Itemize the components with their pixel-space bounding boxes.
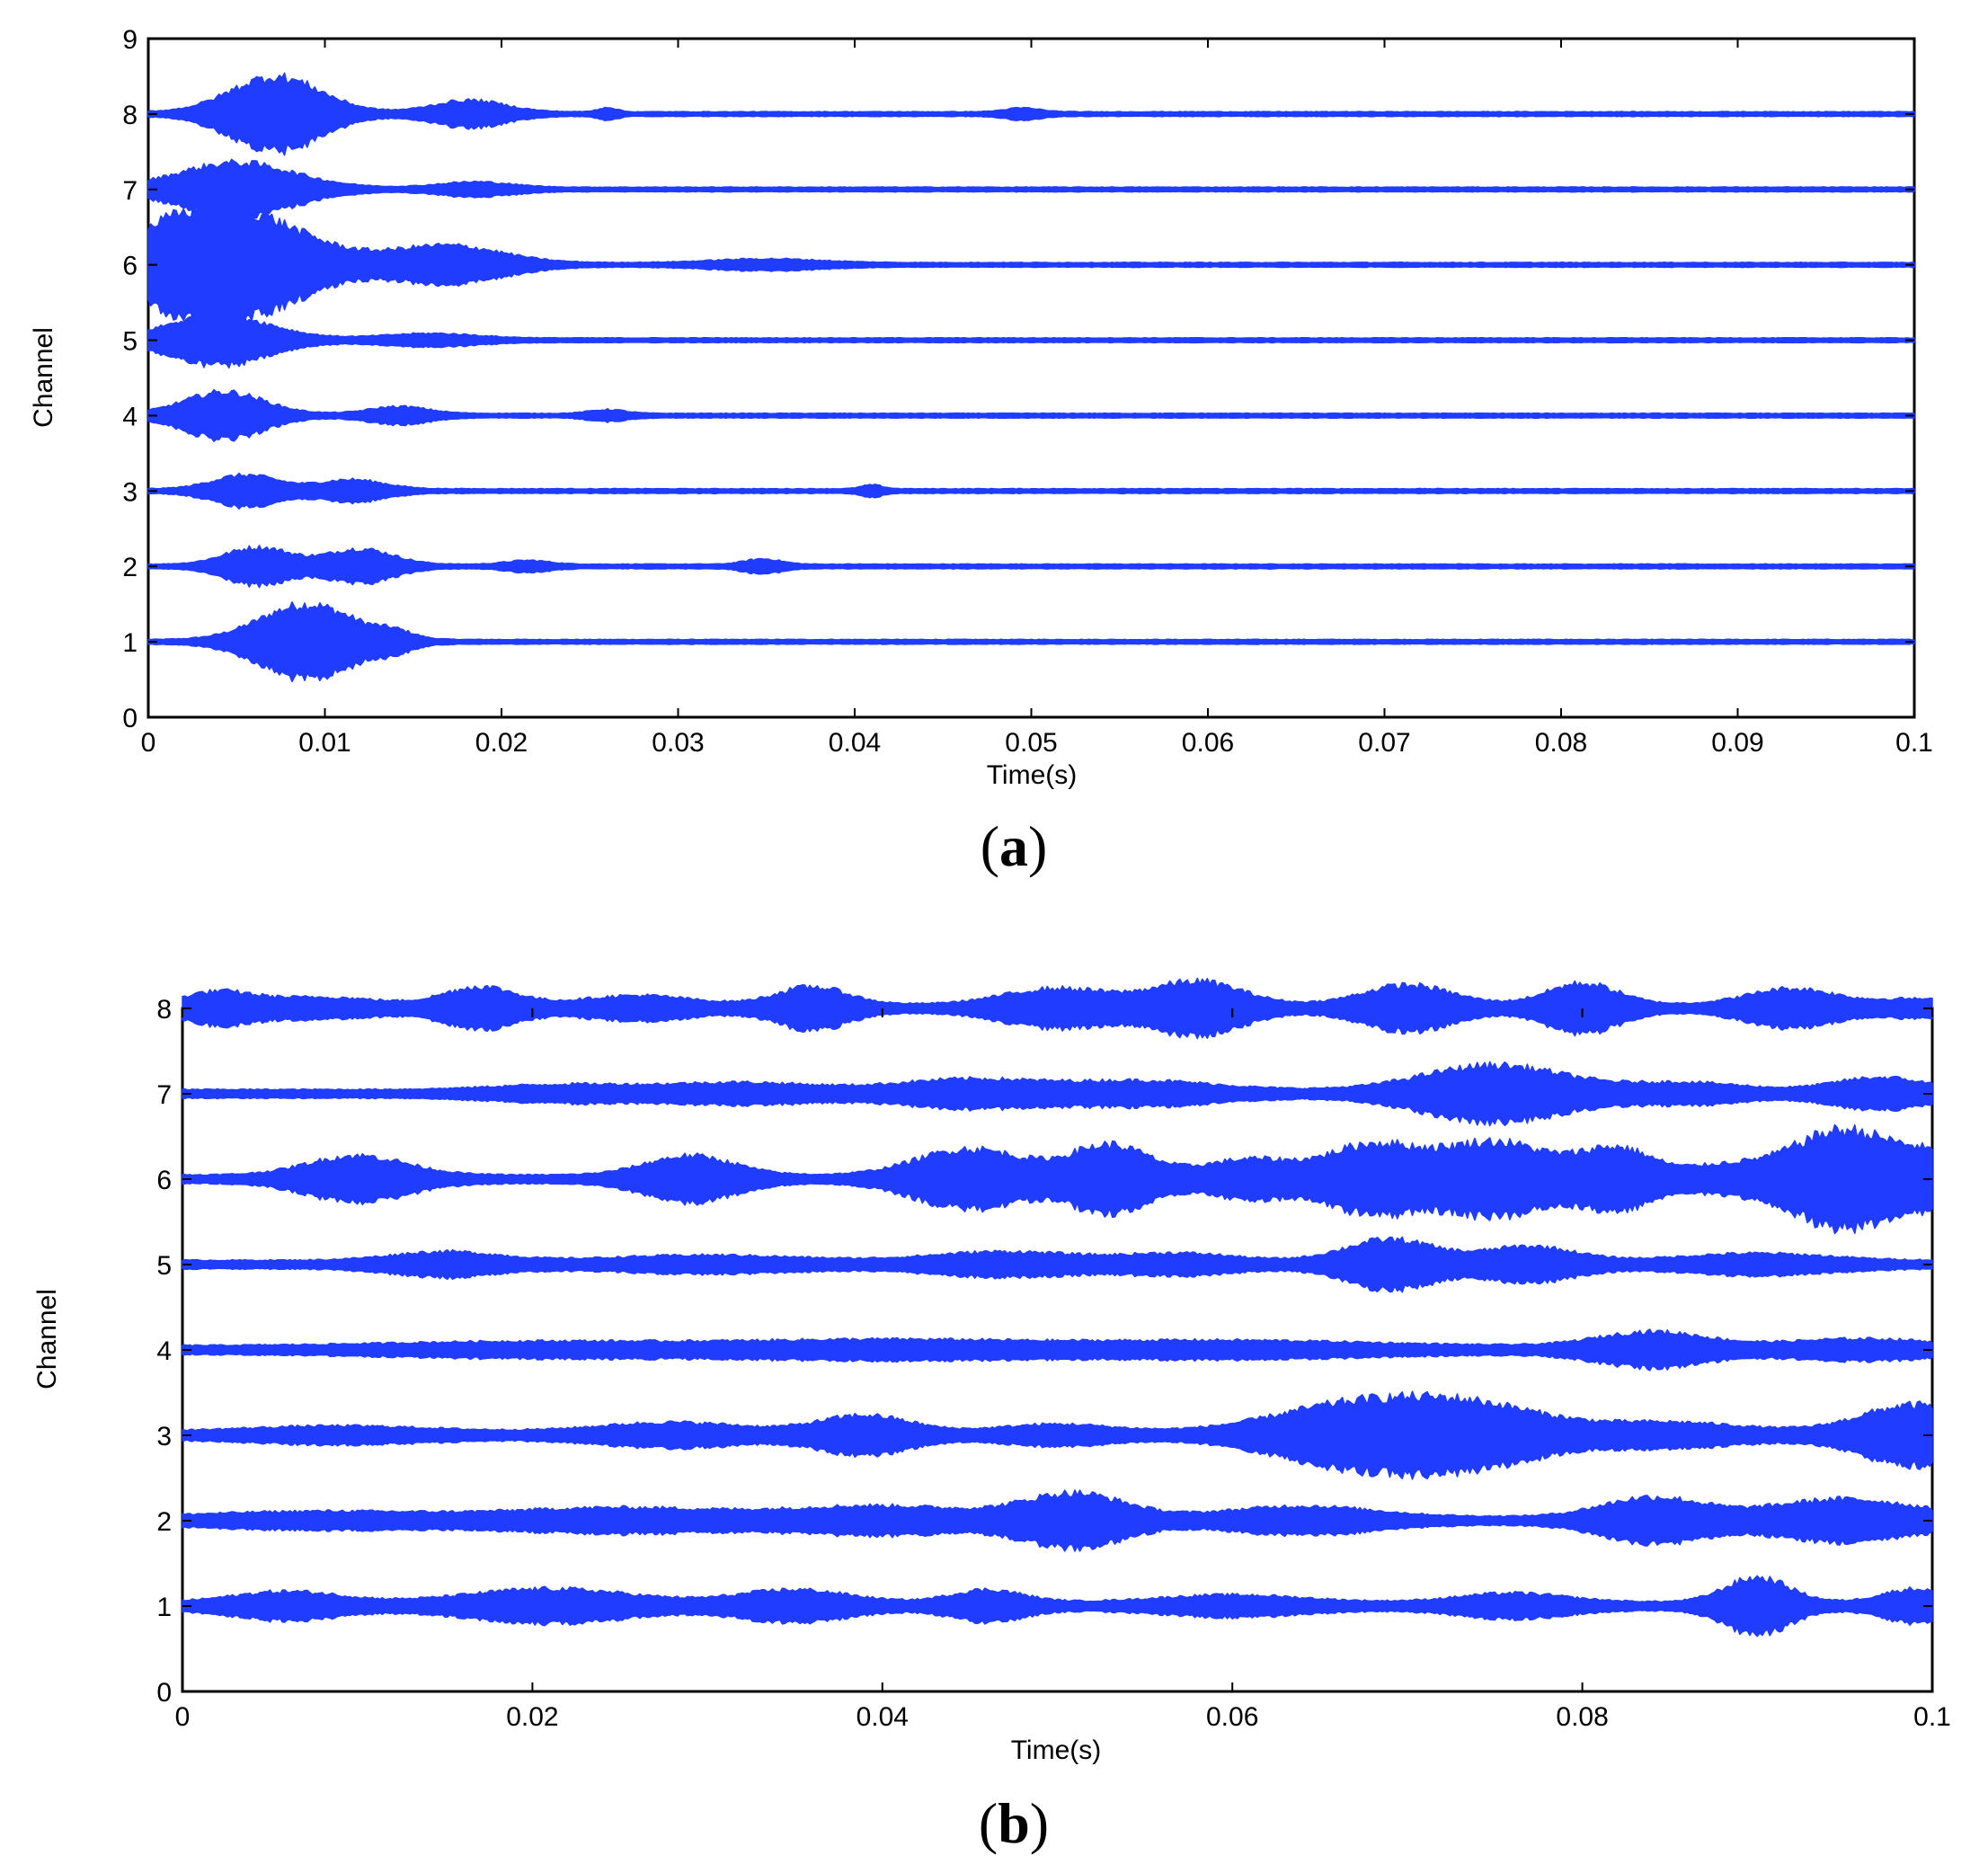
y-tick-label: 0: [156, 1678, 172, 1708]
y-ticks-a: 0 1 2 3 4 5 6 7 8 9: [122, 25, 1914, 733]
y-tick-label: 1: [122, 628, 138, 658]
y-axis-label-b: Channel: [32, 1289, 62, 1389]
x-tick-label: 0: [141, 728, 156, 758]
x-ticks-b: 0 0.02 0.04 0.06 0.08 0.1: [175, 1008, 1951, 1732]
y-axis-label-a: Channel: [29, 327, 58, 428]
y-tick-label: 8: [156, 995, 172, 1025]
x-tick-label: 0.02: [506, 1702, 558, 1732]
y-tick-label: 4: [122, 402, 138, 431]
x-tick-label: 0.05: [1005, 728, 1057, 758]
y-tick-label: 3: [156, 1422, 172, 1451]
signals-b: [182, 977, 1933, 1638]
y-tick-label: 7: [122, 176, 138, 206]
panel-caption-a: (a): [981, 814, 1048, 878]
x-tick-label: 0: [175, 1702, 191, 1732]
x-axis-label-a: Time(s): [987, 760, 1078, 790]
y-tick-label: 0: [122, 704, 138, 733]
y-ticks-b: 0 1 2 3 4 5 6 7 8: [156, 995, 1932, 1708]
x-tick-label: 0.07: [1358, 728, 1410, 758]
y-tick-label: 1: [156, 1593, 172, 1622]
signals-a: [147, 72, 1915, 683]
x-tick-label: 0.08: [1535, 728, 1587, 758]
y-tick-label: 6: [156, 1166, 172, 1195]
panel-label-b: b: [998, 1791, 1030, 1855]
panel-label-a: a: [999, 814, 1028, 878]
y-tick-label: 5: [156, 1251, 172, 1281]
panel-caption-b: (b): [979, 1791, 1049, 1855]
y-tick-label: 2: [122, 553, 138, 582]
x-tick-label: 0.03: [652, 728, 704, 758]
x-tick-label: 0.09: [1711, 728, 1763, 758]
x-tick-label: 0.04: [856, 1702, 909, 1732]
x-tick-label: 0.04: [829, 728, 881, 758]
plot-frame-a: [146, 37, 1916, 719]
x-tick-label: 0.1: [1913, 1702, 1951, 1732]
y-tick-label: 7: [156, 1080, 172, 1110]
y-tick-label: 3: [122, 477, 138, 507]
x-tick-label: 0.1: [1895, 728, 1933, 758]
x-axis-label-b: Time(s): [1011, 1735, 1102, 1765]
y-tick-label: 9: [122, 25, 138, 55]
x-ticks-a: 0 0.01 0.02 0.03 0.04 0.05 0.06 0.07 0.08 0.09 0.1: [141, 39, 1933, 758]
y-tick-label: 4: [156, 1336, 172, 1366]
x-tick-label: 0.08: [1556, 1702, 1608, 1732]
y-tick-label: 8: [122, 101, 138, 130]
panel-a: 0 1 2 3 4 5 6 7 8 9 0 0.01 0.02 0.03 0.04 0.05 0.06 0.07…: [29, 25, 1933, 878]
panel-b: 0 1 2 3 4 5 6 7 8 0 0.02 0.04 0.06 0.08 0.1 Channel T…: [32, 977, 1951, 1855]
y-tick-label: 2: [156, 1507, 172, 1537]
x-tick-label: 0.01: [298, 728, 351, 758]
x-tick-label: 0.06: [1206, 1702, 1258, 1732]
y-tick-label: 5: [122, 327, 138, 357]
y-tick-label: 6: [122, 252, 138, 281]
x-tick-label: 0.06: [1182, 728, 1234, 758]
x-tick-label: 0.02: [475, 728, 528, 758]
